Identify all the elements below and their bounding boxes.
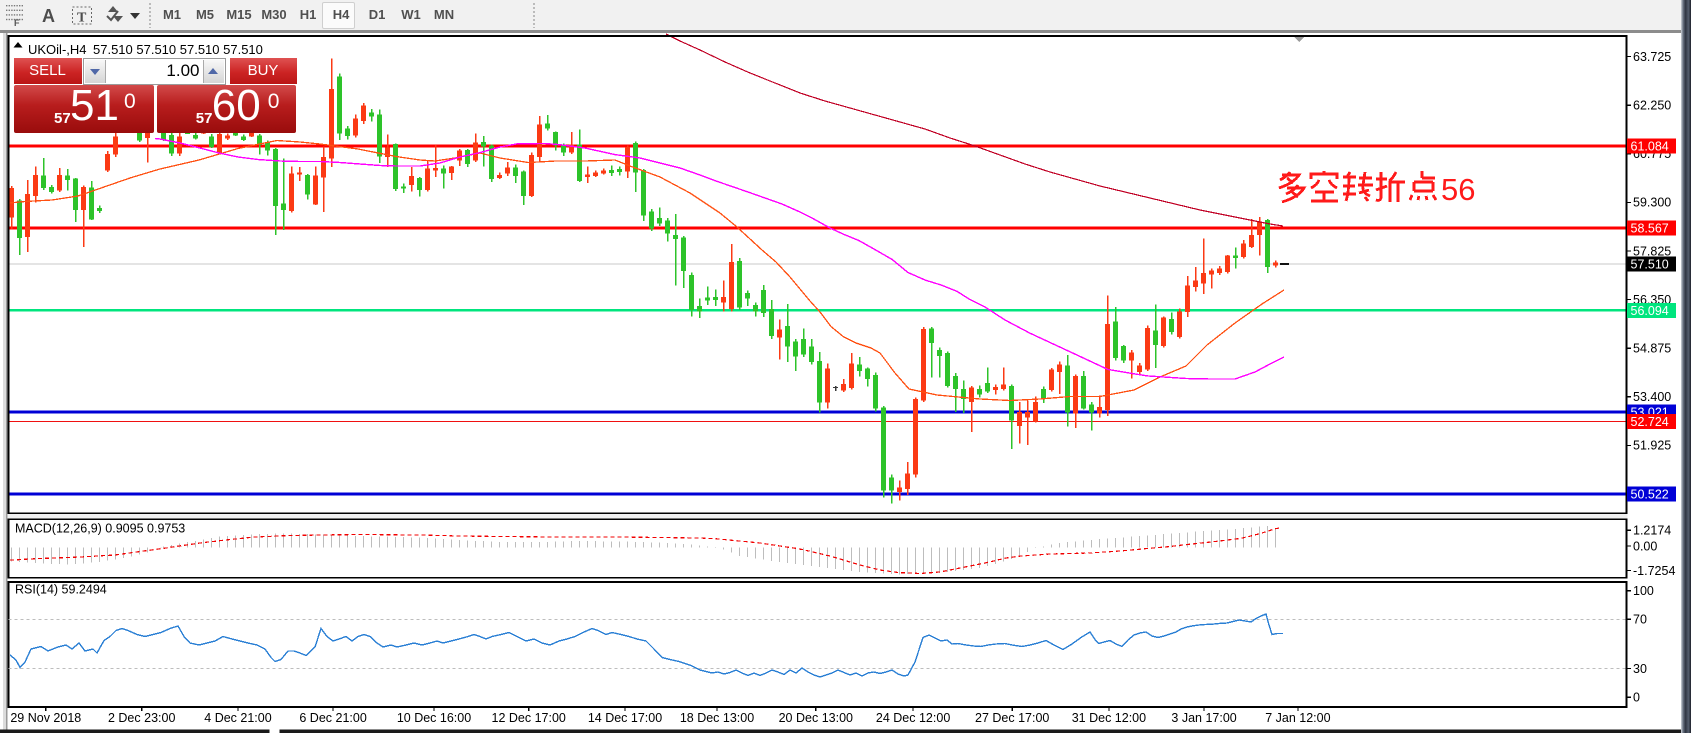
svg-text:57.510 57.510 57.510 57.510: 57.510 57.510 57.510 57.510 bbox=[93, 42, 263, 57]
svg-text:20 Dec 13:00: 20 Dec 13:00 bbox=[779, 711, 853, 725]
svg-text:6 Dec 21:00: 6 Dec 21:00 bbox=[299, 711, 366, 725]
svg-text:T: T bbox=[77, 11, 87, 26]
svg-text:-1.7254: -1.7254 bbox=[1633, 564, 1675, 578]
svg-text:4 Dec 21:00: 4 Dec 21:00 bbox=[204, 711, 271, 725]
svg-text:2 Dec 23:00: 2 Dec 23:00 bbox=[108, 711, 175, 725]
svg-text:1.2174: 1.2174 bbox=[1633, 524, 1671, 538]
svg-text:A: A bbox=[42, 6, 55, 26]
svg-text:61.084: 61.084 bbox=[1631, 140, 1669, 154]
svg-text:UKOil-,H4: UKOil-,H4 bbox=[28, 42, 87, 57]
svg-text:70: 70 bbox=[1633, 613, 1647, 627]
svg-text:0.00: 0.00 bbox=[1633, 539, 1657, 553]
svg-text:58.567: 58.567 bbox=[1631, 222, 1669, 236]
svg-text:52.724: 52.724 bbox=[1631, 415, 1669, 429]
svg-text:0: 0 bbox=[1633, 691, 1640, 705]
svg-text:59.300: 59.300 bbox=[1633, 196, 1671, 210]
svg-text:63.725: 63.725 bbox=[1633, 50, 1671, 64]
svg-text:62.250: 62.250 bbox=[1633, 99, 1671, 113]
svg-text:30: 30 bbox=[1633, 662, 1647, 676]
svg-text:RSI(14) 59.2494: RSI(14) 59.2494 bbox=[15, 583, 107, 597]
svg-text:27 Dec 17:00: 27 Dec 17:00 bbox=[975, 711, 1049, 725]
svg-text:12 Dec 17:00: 12 Dec 17:00 bbox=[492, 711, 566, 725]
svg-text:10 Dec 16:00: 10 Dec 16:00 bbox=[397, 711, 471, 725]
svg-text:100: 100 bbox=[1633, 584, 1654, 598]
svg-text:24 Dec 12:00: 24 Dec 12:00 bbox=[876, 711, 950, 725]
svg-text:14 Dec 17:00: 14 Dec 17:00 bbox=[588, 711, 662, 725]
svg-text:31 Dec 12:00: 31 Dec 12:00 bbox=[1072, 711, 1146, 725]
svg-text:MACD(12,26,9) 0.9095 0.9753: MACD(12,26,9) 0.9095 0.9753 bbox=[15, 522, 185, 536]
svg-text:57.510: 57.510 bbox=[1631, 258, 1669, 272]
svg-text:54.875: 54.875 bbox=[1633, 342, 1671, 356]
svg-text:51.925: 51.925 bbox=[1633, 439, 1671, 453]
svg-text:50.522: 50.522 bbox=[1631, 488, 1669, 502]
svg-text:56.094: 56.094 bbox=[1631, 304, 1669, 318]
svg-text:7 Jan 12:00: 7 Jan 12:00 bbox=[1265, 711, 1330, 725]
svg-text:57.825: 57.825 bbox=[1633, 244, 1671, 258]
svg-text:F: F bbox=[14, 18, 20, 28]
svg-text:56: 56 bbox=[1441, 172, 1475, 207]
svg-text:18 Dec 13:00: 18 Dec 13:00 bbox=[680, 711, 754, 725]
svg-text:3 Jan 17:00: 3 Jan 17:00 bbox=[1171, 711, 1236, 725]
svg-text:53.400: 53.400 bbox=[1633, 390, 1671, 404]
svg-text:29 Nov 2018: 29 Nov 2018 bbox=[10, 711, 81, 725]
